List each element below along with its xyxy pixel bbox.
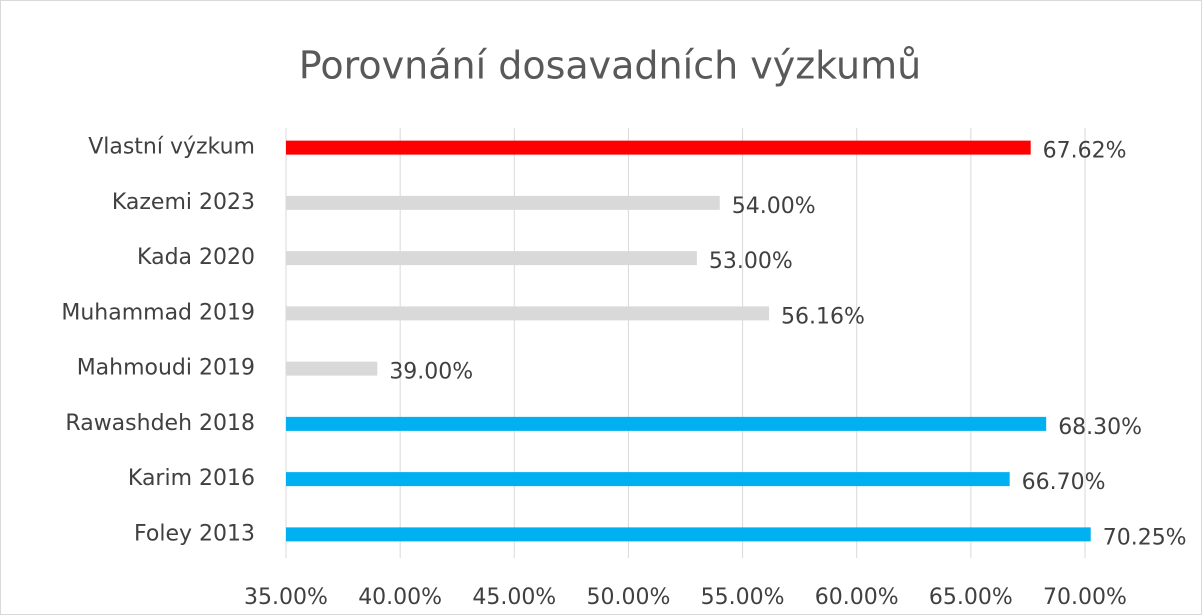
data-label: 56.16% (781, 304, 865, 329)
bar (286, 195, 720, 210)
chart-title: Porovnání dosavadních výzkumů (299, 44, 921, 88)
data-label: 67.62% (1043, 139, 1127, 164)
y-tick-label: Foley 2013 (134, 521, 255, 546)
bar (286, 306, 770, 321)
x-tick-label: 50.00% (586, 585, 670, 610)
x-tick-label: 55.00% (701, 585, 785, 610)
x-tick-label: 65.00% (929, 585, 1013, 610)
bar (286, 472, 1010, 487)
bar (286, 361, 378, 376)
data-label: 66.70% (1022, 470, 1106, 495)
bar (286, 527, 1091, 542)
y-tick-label: Rawashdeh 2018 (65, 411, 255, 436)
x-tick-label: 60.00% (815, 585, 899, 610)
bar (286, 416, 1047, 431)
x-tick-label: 45.00% (472, 585, 556, 610)
bar (286, 251, 697, 266)
x-tick-label: 35.00% (244, 585, 328, 610)
data-label: 53.00% (709, 249, 793, 274)
x-tick-label: 40.00% (358, 585, 442, 610)
y-tick-label: Kazemi 2023 (112, 190, 255, 215)
y-tick-label: Karim 2016 (128, 466, 255, 491)
data-label: 39.00% (389, 360, 473, 385)
y-tick-label: Kada 2020 (137, 245, 255, 270)
x-tick-label: 70.00% (1043, 585, 1127, 610)
bar (286, 140, 1031, 155)
y-tick-label: Muhammad 2019 (61, 300, 255, 325)
data-label: 54.00% (732, 194, 816, 219)
data-label: 70.25% (1103, 525, 1187, 550)
y-tick-label: Vlastní výzkum (88, 135, 255, 160)
data-label: 68.30% (1058, 415, 1142, 440)
y-tick-label: Mahmoudi 2019 (77, 356, 255, 381)
